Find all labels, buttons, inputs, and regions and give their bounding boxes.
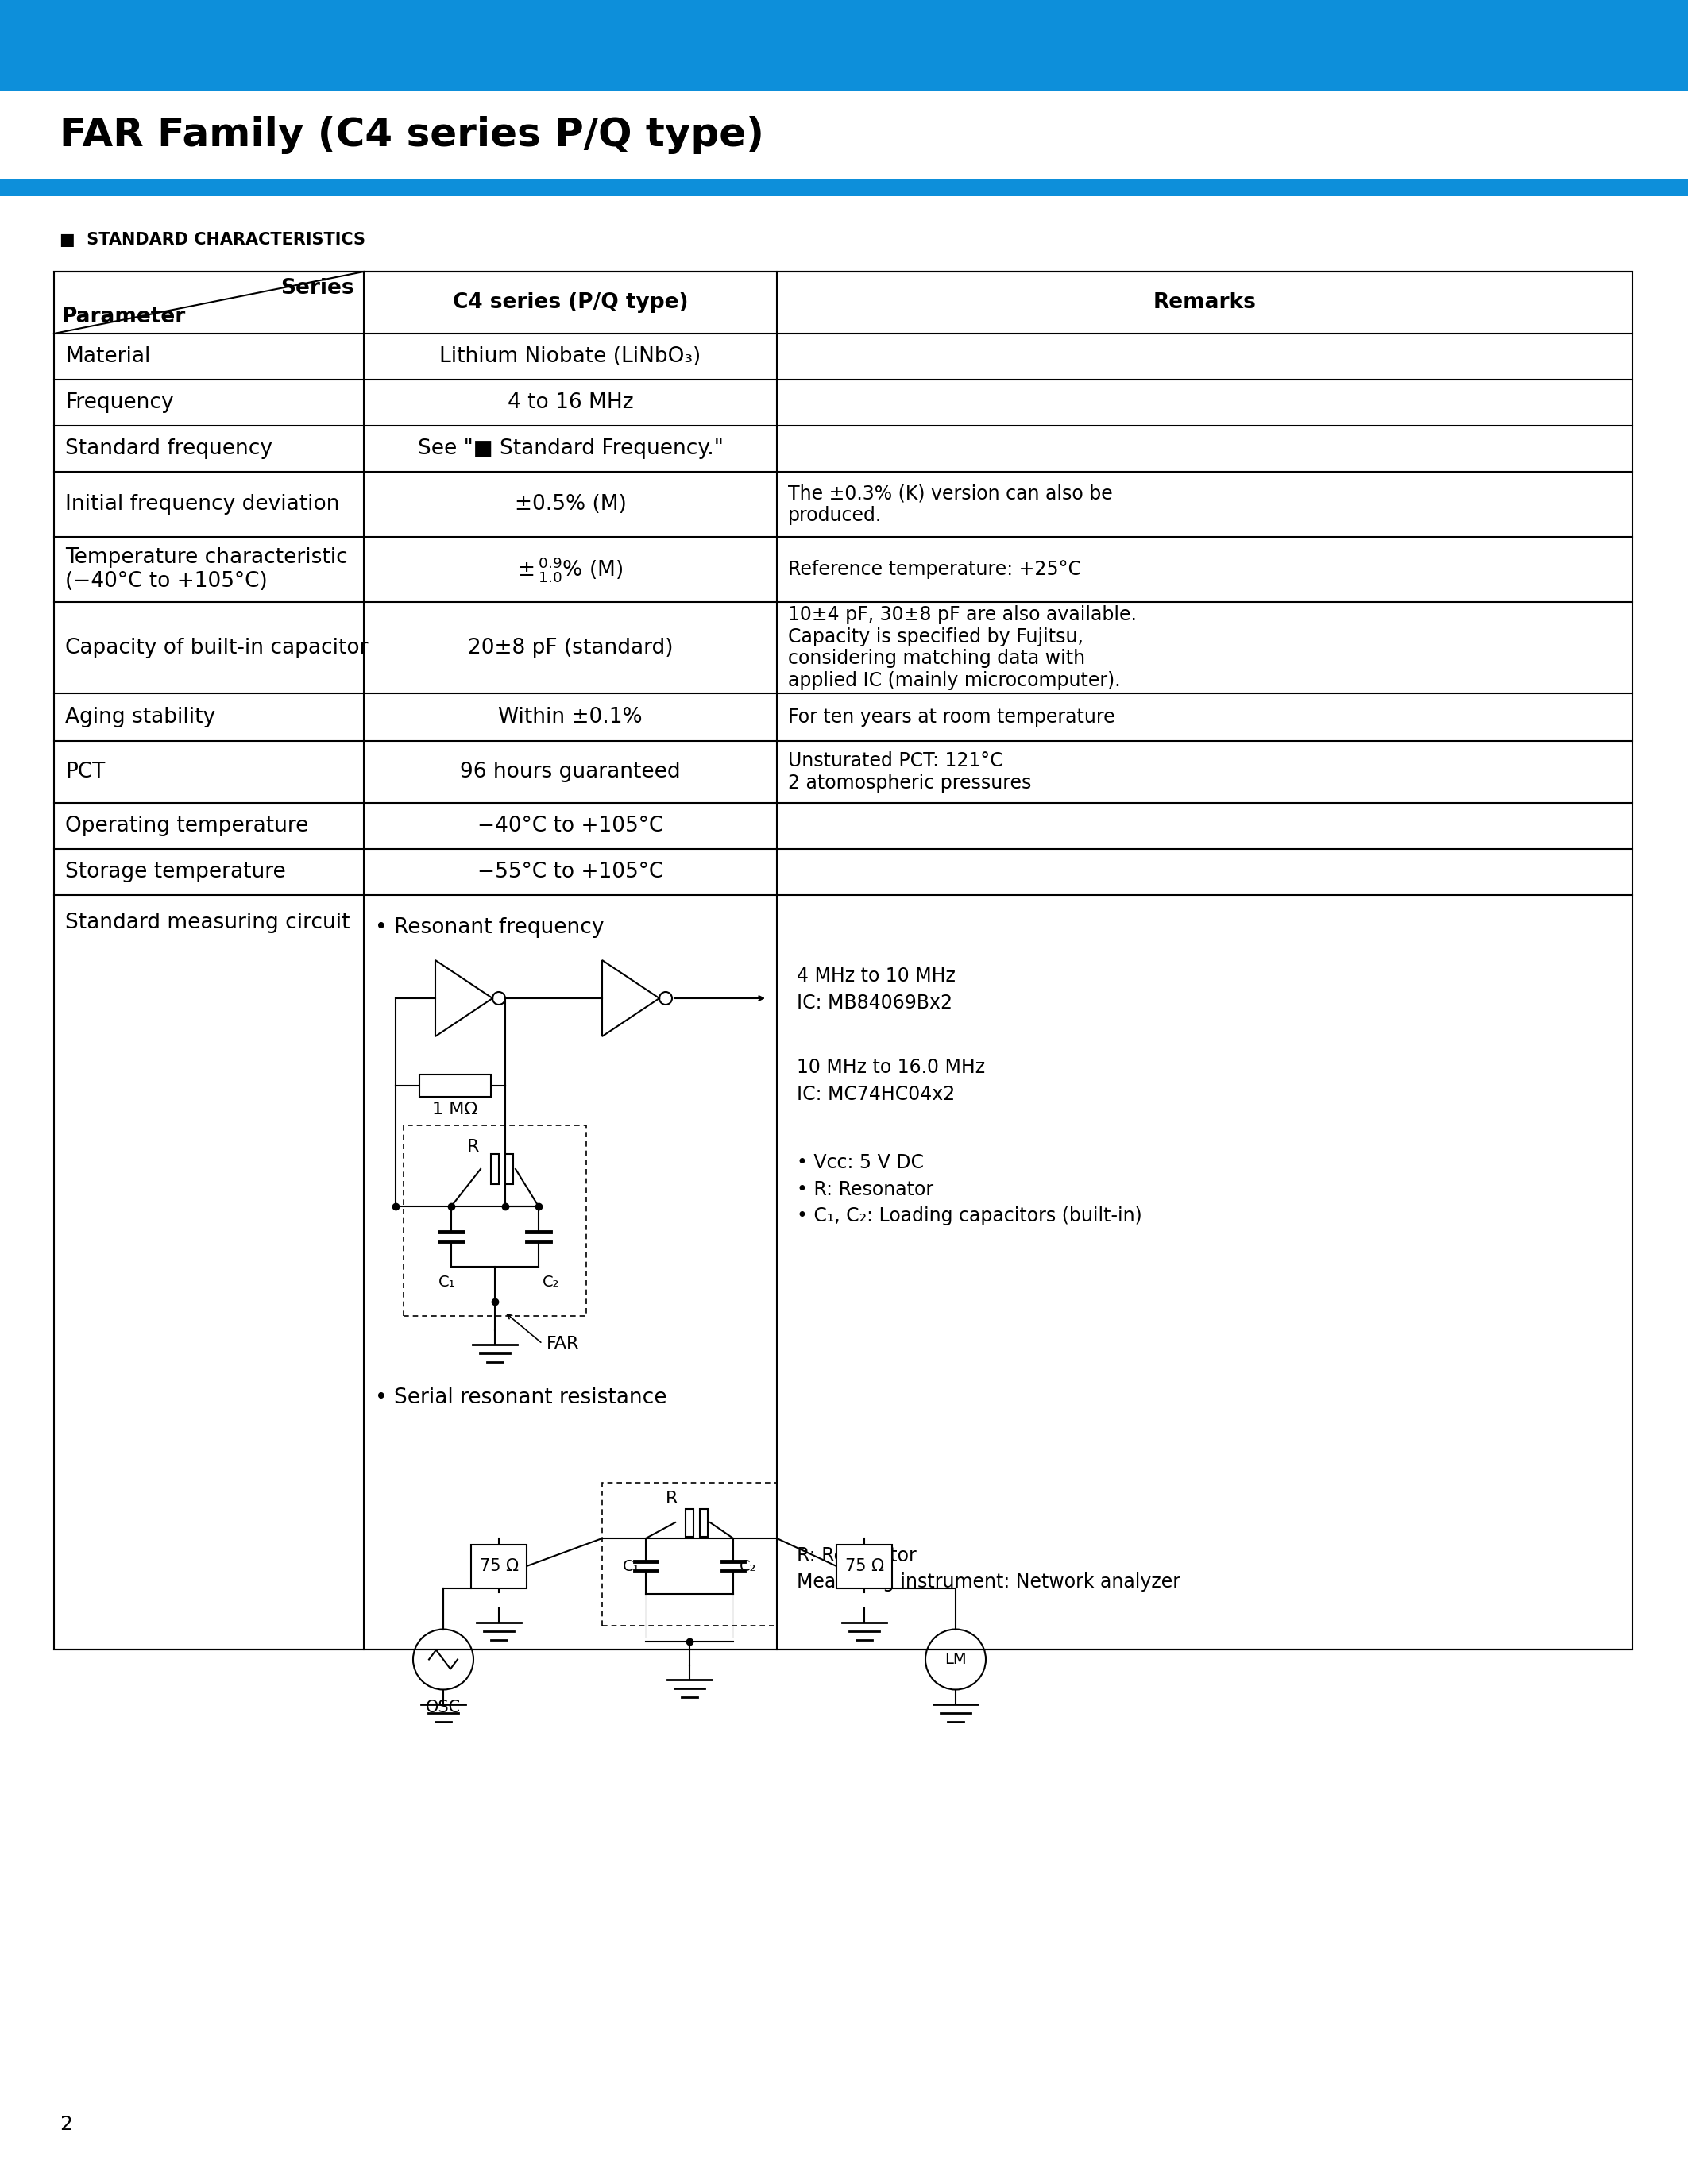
Text: C₂: C₂ [542,1275,560,1291]
Text: Remarks: Remarks [1153,293,1256,312]
Text: For ten years at room temperature: For ten years at room temperature [788,708,1116,727]
Text: FAR Family (C4 series P/Q type): FAR Family (C4 series P/Q type) [59,116,765,155]
Text: $\pm\,^{0.9}_{1.0}$% (M): $\pm\,^{0.9}_{1.0}$% (M) [518,555,623,583]
Bar [54,271,1632,1649]
Text: Material: Material [66,347,150,367]
Text: Frequency: Frequency [66,393,174,413]
Text: OSC: OSC [425,1699,461,1714]
Text: 20±8 pF (standard): 20±8 pF (standard) [468,638,674,657]
Text: • Vcc: 5 V DC
• R: Resonator
• C₁, C₂: Loading capacitors (built-in): • Vcc: 5 V DC • R: Resonator • C₁, C₂: L… [797,1153,1143,1225]
Text: R: Resonator
Measuring instrument: Network analyzer: R: Resonator Measuring instrument: Netwo… [797,1546,1180,1592]
Bar [403,1125,586,1317]
Text: Parameter: Parameter [62,306,186,328]
Text: PCT: PCT [66,762,105,782]
Text: C₁: C₁ [623,1559,640,1575]
Text: Operating temperature: Operating temperature [66,815,309,836]
Text: The ±0.3% (K) version can also be
produced.: The ±0.3% (K) version can also be produc… [788,483,1112,524]
Bar [491,1153,500,1184]
Text: 96 hours guaranteed: 96 hours guaranteed [461,762,680,782]
Text: Temperature characteristic
(−40°C to +105°C): Temperature characteristic (−40°C to +10… [66,548,348,592]
Bar [471,1544,527,1588]
Text: ±0.5% (M): ±0.5% (M) [515,494,626,515]
Text: 75 Ω: 75 Ω [479,1557,518,1575]
Text: R: R [468,1138,479,1155]
Text: 4 to 16 MHz: 4 to 16 MHz [508,393,633,413]
Text: Within ±0.1%: Within ±0.1% [498,708,643,727]
Text: Aging stability: Aging stability [66,708,216,727]
Text: Initial frequency deviation: Initial frequency deviation [66,494,339,515]
Text: C₁: C₁ [439,1275,456,1291]
Bar [603,1483,776,1625]
Bar [419,1075,491,1096]
Text: 10 MHz to 16.0 MHz
IC: MC74HC04x2: 10 MHz to 16.0 MHz IC: MC74HC04x2 [797,1057,986,1103]
Bar [505,1153,513,1184]
Text: • Resonant frequency: • Resonant frequency [375,917,604,937]
Bar [837,1544,891,1588]
Text: 2: 2 [59,2114,73,2134]
Bar [0,179,1688,197]
Text: See "■ Standard Frequency.": See "■ Standard Frequency." [417,439,722,459]
Text: 4 MHz to 10 MHz
IC: MB84069Bx2: 4 MHz to 10 MHz IC: MB84069Bx2 [797,968,955,1011]
Bar [0,0,1688,92]
Bar [685,1509,694,1535]
Bar [701,1509,707,1535]
Text: Standard measuring circuit: Standard measuring circuit [66,913,349,933]
Text: Reference temperature: +25°C: Reference temperature: +25°C [788,559,1080,579]
Text: FAR: FAR [547,1337,579,1352]
Text: C₂: C₂ [739,1559,756,1575]
Text: Standard frequency: Standard frequency [66,439,272,459]
Text: 10±4 pF, 30±8 pF are also available.
Capacity is specified by Fujitsu,
consideri: 10±4 pF, 30±8 pF are also available. Cap… [788,605,1136,690]
Text: Lithium Niobate (LiNbO₃): Lithium Niobate (LiNbO₃) [439,347,701,367]
Text: Capacity of built-in capacitor: Capacity of built-in capacitor [66,638,368,657]
Text: 75 Ω: 75 Ω [844,1557,885,1575]
Text: Series: Series [280,277,354,299]
Text: C4 series (P/Q type): C4 series (P/Q type) [452,293,689,312]
Text: R: R [665,1492,679,1507]
Text: 1 MΩ: 1 MΩ [432,1101,478,1118]
Text: −55°C to +105°C: −55°C to +105°C [478,863,663,882]
Text: −40°C to +105°C: −40°C to +105°C [478,815,663,836]
Text: ■  STANDARD CHARACTERISTICS: ■ STANDARD CHARACTERISTICS [59,232,365,247]
Text: Storage temperature: Storage temperature [66,863,285,882]
Text: • Serial resonant resistance: • Serial resonant resistance [375,1387,667,1409]
Text: Unsturated PCT: 121°C
2 atomospheric pressures: Unsturated PCT: 121°C 2 atomospheric pre… [788,751,1031,793]
Text: LM: LM [945,1651,967,1666]
